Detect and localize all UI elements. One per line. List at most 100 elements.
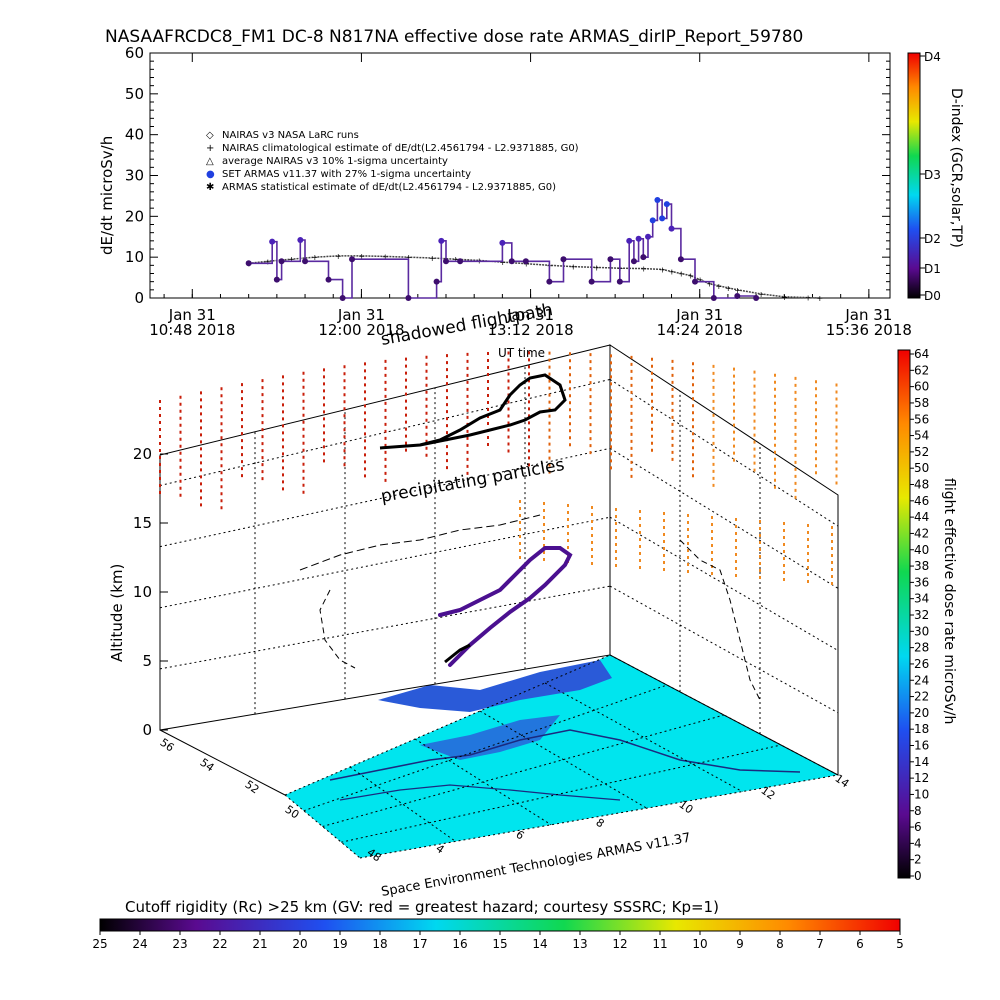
y-tick-label: 10 <box>125 248 144 266</box>
nairas-point: + <box>311 253 318 262</box>
dose-rate-tick-label: 14 <box>914 755 929 769</box>
annotation-precipitating-particles: precipitating particles <box>379 455 566 507</box>
cutoff-tick-label: 9 <box>736 937 744 951</box>
armas-point <box>546 278 553 285</box>
nairas-point: + <box>706 280 713 289</box>
dose-rate-tick-label: 36 <box>914 575 929 589</box>
armas-point <box>443 258 449 265</box>
cutoff-tick-label: 14 <box>532 937 547 951</box>
dose-rate-tick-label: 54 <box>914 429 929 443</box>
land-mass-north <box>378 660 612 712</box>
legend-marker: ✱ <box>206 182 214 193</box>
y-tick-label: 40 <box>125 126 144 144</box>
y-tick-label: 30 <box>125 167 144 185</box>
armas-point <box>245 260 252 267</box>
cutoff-rigidity-label: Cutoff rigidity (Rc) >25 km (GV: red = g… <box>125 898 719 916</box>
y-tick-label: 0 <box>134 289 144 307</box>
nairas-point: + <box>697 276 704 285</box>
z-tick-label: 0 <box>142 721 152 739</box>
cutoff-tick-label: 22 <box>212 937 227 951</box>
dose-rate-colorbar-label: flight effective dose rate microSv/h <box>941 478 957 724</box>
ground-grid-line <box>284 794 361 859</box>
legend: ◇ NAIRAS v3 NASA LaRC runs + NAIRAS climato… <box>206 130 579 193</box>
dose-rate-tick-label: 8 <box>914 804 922 818</box>
nairas-point: + <box>499 258 506 267</box>
armas-point <box>560 256 567 263</box>
x-tick-label-date: Jan 31 <box>506 306 554 324</box>
armas-point <box>297 237 304 244</box>
cutoff-rigidity-colorbar <box>99 918 901 932</box>
x-tick-label-time: 15:36 2018 <box>826 321 912 339</box>
cutoff-tick-label: 13 <box>572 937 587 951</box>
y-tick-label: 50 <box>125 85 144 103</box>
dose-rate-tick-label: 20 <box>914 706 929 720</box>
armas-point <box>607 256 614 263</box>
dose-rate-tick-label: 26 <box>914 657 929 671</box>
dose-rate-tick-label: 28 <box>914 641 929 655</box>
armas-point <box>499 239 506 246</box>
dose-rate-tick-label: 6 <box>914 820 922 834</box>
armas-point <box>438 237 445 244</box>
armas-point <box>269 238 276 245</box>
lat-tick-label: 52 <box>243 778 262 797</box>
armas-point <box>753 295 760 301</box>
shadowed-flightpath <box>379 373 567 450</box>
d-index-tick-label: D3 <box>924 168 941 182</box>
cutoff-tick-label: 19 <box>332 937 347 951</box>
x-tick-label-date: Jan 31 <box>337 306 385 324</box>
armas-point <box>278 258 285 265</box>
legend-marker: ◇ <box>206 130 214 141</box>
legend-label: average NAIRAS v3 10% 1-sigma uncertaint… <box>222 156 448 167</box>
d-index-tick-label: D2 <box>924 232 941 246</box>
cutoff-tick-label: 25 <box>92 937 107 951</box>
ground-map-region <box>285 655 838 858</box>
top-x-axis-label: UT time <box>498 346 545 360</box>
altitude-grid-line <box>159 447 611 548</box>
x-tick-label-time: 13:12 2018 <box>487 321 573 339</box>
nairas-point: + <box>593 263 600 272</box>
ground-track-shadow-3 <box>679 539 761 701</box>
armas-point <box>663 201 670 208</box>
altitude-grid-line <box>159 585 611 670</box>
armas-point <box>630 258 637 265</box>
dose-rate-tick-label: 16 <box>914 739 929 753</box>
armas-point <box>626 237 633 244</box>
armas-point <box>302 258 309 265</box>
dose-rate-tick-label: 32 <box>914 608 929 622</box>
armas-point <box>325 276 332 283</box>
nairas-point: + <box>716 282 723 291</box>
dose-rate-tick-label: 12 <box>914 771 929 785</box>
nairas-point: + <box>264 257 271 266</box>
legend-label: NAIRAS v3 NASA LaRC runs <box>222 130 359 141</box>
series-group: +++++++++++++++++++++++++++++++ <box>245 197 824 303</box>
armas-point <box>645 233 652 240</box>
front-edge-left <box>159 729 286 796</box>
dose-rate-tick-label: 18 <box>914 722 929 736</box>
armas-point <box>405 295 412 301</box>
cutoff-tick-label: 21 <box>252 937 267 951</box>
altitude-grid-line-right <box>609 516 839 651</box>
dose-rate-tick-label: 50 <box>914 461 929 475</box>
armas-point <box>616 278 623 285</box>
nairas-point: + <box>570 263 577 272</box>
d-index-axis: D0 D1 D2 D3 D4 <box>920 50 941 303</box>
dose-rate-tick-label: 56 <box>914 412 929 426</box>
nairas-point: + <box>382 252 389 261</box>
nairas-point: + <box>805 294 812 303</box>
x-tick-label-time: 12:00 2018 <box>318 321 404 339</box>
cutoff-tick-label: 18 <box>372 937 387 951</box>
land-mass-coast <box>420 715 560 760</box>
dose-rate-tick-label: 0 <box>914 869 922 883</box>
nairas-point: + <box>817 294 824 303</box>
x-tick-label-date: Jan 31 <box>844 306 892 324</box>
lat-tick-label: 54 <box>198 756 217 775</box>
dose-rate-tick-label: 48 <box>914 478 929 492</box>
nairas-point: + <box>734 286 741 295</box>
armas-point <box>433 278 440 285</box>
lon-tick-label: 8 <box>593 816 606 831</box>
dose-rate-tick-label: 34 <box>914 592 929 606</box>
armas-point <box>508 258 515 265</box>
cutoff-tick-label: 23 <box>172 937 187 951</box>
nairas-point: + <box>640 265 647 274</box>
nairas-point: + <box>758 290 765 299</box>
